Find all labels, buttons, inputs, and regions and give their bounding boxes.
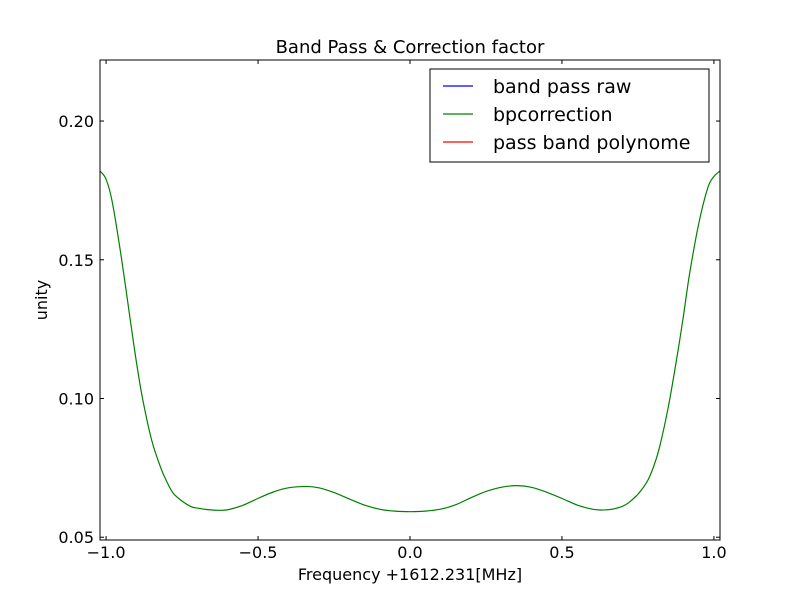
legend-label-0: band pass raw [493,76,631,98]
y-tick-label: 0.15 [58,251,94,270]
chart-title: Band Pass & Correction factor [276,37,545,58]
x-tick-label: 0.5 [549,543,574,562]
y-axis-label: unity [32,280,51,320]
x-tick-label: −0.5 [239,543,278,562]
x-axis: −1.0 −0.5 0.0 0.5 1.0 [87,60,727,562]
series-layer [99,170,721,513]
legend-label-1: bpcorrection [493,104,613,126]
y-tick-label: 0.20 [58,112,94,131]
legend: band pass raw bpcorrection pass band polyn… [429,68,710,163]
y-axis: 0.05 0.10 0.15 0.20 [58,112,720,547]
legend-label-2: pass band polynome [493,132,690,154]
y-tick-label: 0.05 [58,528,94,547]
legend-box [429,68,710,163]
y-tick-label: 0.10 [58,389,94,408]
x-axis-label: Frequency +1612.231[MHz] [298,565,522,584]
x-tick-label: −1.0 [87,543,126,562]
x-tick-label: 0.0 [397,543,422,562]
x-tick-label: 1.0 [701,543,726,562]
series-line-1 [99,170,721,513]
